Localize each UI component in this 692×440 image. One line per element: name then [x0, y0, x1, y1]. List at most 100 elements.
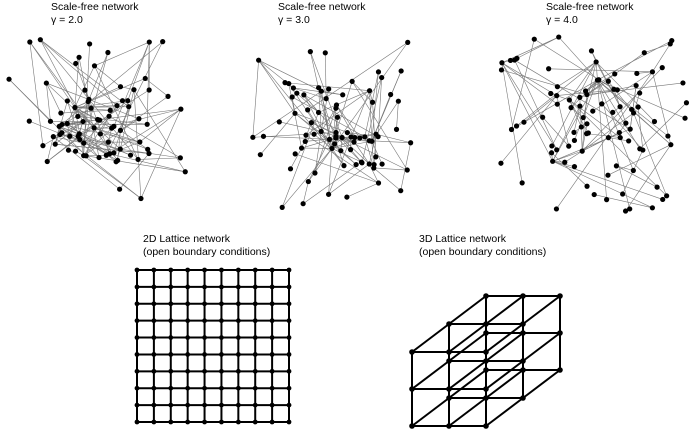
network-edge — [113, 41, 150, 127]
lattice-node — [269, 402, 275, 408]
network-edge — [109, 153, 186, 173]
network-node — [388, 91, 394, 98]
lattice-node — [483, 349, 489, 355]
network-node — [604, 197, 610, 203]
network-node — [549, 143, 555, 149]
network-node — [111, 150, 117, 156]
lattice-node — [269, 267, 275, 273]
network-edge — [55, 143, 150, 154]
network-node — [554, 84, 561, 90]
network-node — [637, 90, 643, 96]
lattice-node — [219, 267, 224, 273]
lattice-node — [151, 368, 157, 374]
network-edge — [94, 41, 150, 67]
network-edge — [501, 69, 587, 95]
network-node — [668, 142, 674, 148]
network-node — [519, 180, 525, 186]
network-node — [605, 135, 612, 141]
network-node — [571, 137, 578, 144]
network-node — [617, 104, 623, 110]
network-edge — [582, 132, 620, 152]
network-edge — [79, 133, 100, 158]
network-node — [292, 110, 298, 116]
network-node — [117, 186, 123, 192]
network-node — [640, 147, 646, 153]
network-node — [579, 148, 585, 154]
network-edge — [145, 78, 169, 97]
lattice-edge — [485, 295, 524, 325]
lattice-node — [446, 321, 452, 327]
network-node — [326, 86, 332, 92]
lattice-node — [202, 267, 207, 273]
lattice-node — [269, 301, 275, 307]
lattice-node — [185, 402, 191, 408]
network-edge — [514, 59, 631, 130]
network-edge — [569, 99, 582, 128]
lattice-edge — [522, 332, 561, 362]
network-node — [660, 196, 666, 203]
network-edge — [292, 96, 365, 138]
network-edge — [581, 94, 588, 152]
network-edge — [369, 163, 379, 184]
lattice-node — [134, 385, 140, 391]
network-edge — [557, 61, 597, 87]
network-edge — [258, 60, 296, 114]
network-edge — [320, 88, 329, 132]
network-edge — [308, 139, 330, 182]
network-edge — [377, 77, 382, 137]
network-edge — [74, 105, 117, 108]
lattice-node — [286, 368, 292, 374]
network-edge — [146, 42, 150, 125]
lat2d-title: 2D Lattice network — [143, 233, 230, 245]
lattice-node — [202, 385, 207, 391]
lattice-3d-network — [409, 293, 563, 429]
lattice-node — [483, 423, 489, 429]
network-node — [50, 134, 56, 140]
network-node — [611, 86, 617, 92]
network-edge — [279, 121, 322, 132]
lattice-node — [185, 385, 191, 391]
network-node — [37, 37, 43, 43]
network-edge — [551, 152, 588, 187]
network-edge — [93, 127, 140, 143]
network-node — [88, 105, 94, 111]
network-node — [83, 153, 89, 159]
network-edge — [595, 61, 598, 81]
network-node — [562, 159, 568, 165]
lattice-edge — [448, 323, 487, 353]
network-edge — [597, 40, 672, 81]
sf3-param: γ = 4.0 — [546, 14, 578, 26]
network-node — [667, 41, 673, 47]
network-node — [584, 183, 590, 189]
network-edge — [501, 62, 558, 105]
network-node — [359, 160, 365, 166]
network-edge — [308, 148, 333, 182]
network-node — [571, 129, 577, 135]
network-node — [142, 75, 148, 82]
network-node — [584, 91, 590, 98]
lattice-edge — [522, 295, 561, 325]
lattice-node — [134, 419, 140, 425]
network-node — [405, 39, 411, 45]
lattice-node — [202, 335, 207, 340]
network-node — [107, 107, 113, 113]
network-edge — [284, 82, 370, 91]
network-node — [599, 101, 605, 107]
network-node — [294, 90, 300, 96]
scale-free-network-gamma-4 — [498, 34, 690, 214]
lattice-edge — [448, 397, 487, 427]
network-edge — [373, 167, 401, 191]
network-node — [680, 80, 686, 86]
lattice-node — [252, 318, 258, 324]
network-node — [138, 195, 144, 202]
network-node — [312, 170, 318, 176]
network-edge — [552, 128, 631, 162]
network-edge — [331, 42, 408, 149]
network-edge — [324, 52, 327, 99]
lattice-node — [202, 284, 207, 290]
network-edge — [570, 107, 584, 118]
network-edge — [556, 71, 653, 210]
network-node — [73, 60, 79, 67]
network-edge — [373, 167, 408, 171]
network-node — [339, 134, 345, 141]
